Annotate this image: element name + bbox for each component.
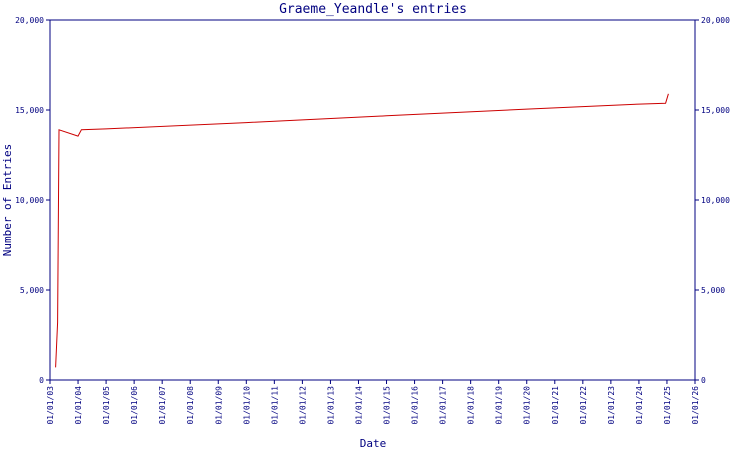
y-tick-label-left: 0 <box>39 376 44 385</box>
x-tick-label: 01/01/26 <box>691 386 700 425</box>
y-tick-label-left: 10,000 <box>15 196 44 205</box>
plot-frame <box>49 19 696 381</box>
y-tick-label-left: 20,000 <box>15 16 44 25</box>
x-tick-label: 01/01/12 <box>298 386 307 425</box>
x-tick-label: 01/01/23 <box>607 386 616 425</box>
x-tick-label: 01/01/08 <box>186 386 195 425</box>
x-tick-label: 01/01/07 <box>158 386 167 425</box>
x-tick-label: 01/01/17 <box>439 386 448 425</box>
x-tick-label: 01/01/16 <box>411 386 420 425</box>
y-tick-label-right: 0 <box>701 376 706 385</box>
plot-area: 0 0 5,000 5,000 10,000 10,000 15,000 15,000 20,0… <box>15 16 730 425</box>
x-tick-label: 01/01/19 <box>495 386 504 425</box>
x-tick-label: 01/01/10 <box>242 386 251 425</box>
x-tick-label: 01/01/11 <box>270 386 279 425</box>
x-tick-label: 01/01/03 <box>46 386 55 425</box>
x-tick-label: 01/01/25 <box>663 386 672 425</box>
x-tick-label: 01/01/20 <box>523 386 532 425</box>
y-tick-label-right: 20,000 <box>701 16 730 25</box>
series-line <box>55 93 669 368</box>
x-tick-label: 01/01/04 <box>74 386 83 425</box>
x-tick-label: 01/01/18 <box>467 386 476 425</box>
x-tick-label: 01/01/15 <box>383 386 392 425</box>
y-tick-label-left: 5,000 <box>20 286 44 295</box>
x-tick-label: 01/01/09 <box>214 386 223 425</box>
x-tick-label: 01/01/06 <box>130 386 139 425</box>
x-axis-label: Date <box>360 437 387 450</box>
x-tick-label: 01/01/24 <box>635 386 644 425</box>
y-tick-label-right: 10,000 <box>701 196 730 205</box>
x-tick-label: 01/01/21 <box>551 386 560 425</box>
x-tick-label: 01/01/13 <box>326 386 335 425</box>
y-tick-label-right: 5,000 <box>701 286 725 295</box>
y-tick-label-right: 15,000 <box>701 106 730 115</box>
x-tick-label: 01/01/05 <box>102 386 111 425</box>
x-tick-label: 01/01/14 <box>354 386 363 425</box>
x-tick-label: 01/01/22 <box>579 386 588 425</box>
y-axis-label: Number of Entries <box>1 144 14 257</box>
y-tick-label-left: 15,000 <box>15 106 44 115</box>
chart-title: Graeme_Yeandle's entries <box>279 2 467 17</box>
